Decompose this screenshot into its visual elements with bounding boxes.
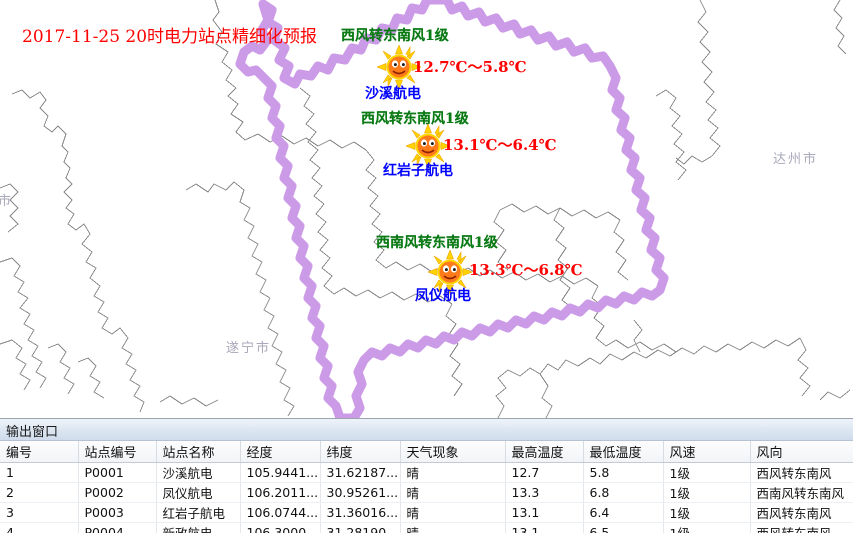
table-row[interactable]: 4 P0004 新政航电 106.3000... 31.28190... 晴 1… xyxy=(0,522,853,533)
cell-tmax: 13.1 xyxy=(505,522,584,533)
cell-tmax: 13.3 xyxy=(505,482,584,503)
station-wind-label-shaxi: 西风转东南风1级 xyxy=(341,28,449,44)
cell-index: 1 xyxy=(0,462,79,483)
station-temperature-hongyanzi: 13.1℃～6.4℃ xyxy=(443,136,557,154)
station-name-hongyanzi: 红岩子航电 xyxy=(383,163,453,179)
table-header-row: 编号 站点编号 站点名称 经度 纬度 天气现象 最高温度 最低温度 风速 风向 xyxy=(0,441,853,463)
station-temperature-fengyi: 13.3℃～6.8℃ xyxy=(469,261,583,279)
cell-index: 3 xyxy=(0,502,79,523)
cell-weather: 晴 xyxy=(400,482,506,503)
column-header-weather[interactable]: 天气现象 xyxy=(400,441,506,463)
cell-tmax: 13.1 xyxy=(505,502,584,523)
table-row[interactable]: 1 P0001 沙溪航电 105.9441... 31.62187... 晴 1… xyxy=(0,462,853,483)
cell-latitude: 31.28190... xyxy=(320,522,401,533)
forecast-table: 编号 站点编号 站点名称 经度 纬度 天气现象 最高温度 最低温度 风速 风向 xyxy=(0,441,853,533)
cell-station-name: 新政航电 xyxy=(156,522,241,533)
cell-longitude: 106.2011... xyxy=(240,482,321,503)
page-title: 2017-11-25 20时电力站点精细化预报 xyxy=(22,27,318,47)
cell-station-name: 凤仪航电 xyxy=(156,482,241,503)
station-name-shaxi: 沙溪航电 xyxy=(365,86,421,102)
cell-station-name: 红岩子航电 xyxy=(156,502,241,523)
output-window-panel: 输出窗口 编号 站点编号 站点名称 经度 纬度 天气现象 xyxy=(0,418,853,533)
cell-windspeed: 1级 xyxy=(663,522,751,533)
cell-longitude: 106.0744... xyxy=(240,502,321,523)
county-boundary-lines xyxy=(0,0,851,418)
column-header-latitude[interactable]: 纬度 xyxy=(320,441,401,463)
sun-icon xyxy=(377,45,421,89)
column-header-index[interactable]: 编号 xyxy=(0,441,79,463)
city-label-dazhou: 达州市 xyxy=(773,152,819,167)
purple-region-outline xyxy=(235,0,669,418)
table-row[interactable]: 3 P0003 红岩子航电 106.0744... 31.36016... 晴 … xyxy=(0,502,853,523)
sun-icon xyxy=(428,250,472,294)
cell-tmin: 5.8 xyxy=(583,462,664,483)
column-header-winddir[interactable]: 风向 xyxy=(750,441,853,463)
cell-tmax: 12.7 xyxy=(505,462,584,483)
cell-tmin: 6.4 xyxy=(583,502,664,523)
cell-winddir: 西风转东南风 xyxy=(750,462,853,483)
column-header-windspeed[interactable]: 风速 xyxy=(663,441,751,463)
map-canvas[interactable]: 2017-11-25 20时电力站点精细化预报 达州市 遂宁市 市 西风转东南风… xyxy=(0,0,853,418)
cell-station-id: P0003 xyxy=(78,502,157,523)
cell-tmin: 6.5 xyxy=(583,522,664,533)
cell-station-id: P0002 xyxy=(78,482,157,503)
cell-windspeed: 1级 xyxy=(663,502,751,523)
column-header-longitude[interactable]: 经度 xyxy=(240,441,321,463)
station-wind-label-fengyi: 西南风转东南风1级 xyxy=(376,235,498,251)
cell-index: 4 xyxy=(0,522,79,533)
cell-index: 2 xyxy=(0,482,79,503)
output-window-titlebar[interactable]: 输出窗口 xyxy=(0,419,853,441)
city-label-suining: 遂宁市 xyxy=(226,341,272,356)
cell-latitude: 30.95261... xyxy=(320,482,401,503)
station-wind-label-hongyanzi: 西风转东南风1级 xyxy=(361,111,469,127)
cell-station-name: 沙溪航电 xyxy=(156,462,241,483)
station-temperature-shaxi: 12.7℃～5.8℃ xyxy=(413,58,527,76)
cell-tmin: 6.8 xyxy=(583,482,664,503)
cell-weather: 晴 xyxy=(400,522,506,533)
column-header-station-id[interactable]: 站点编号 xyxy=(78,441,157,463)
cell-station-id: P0004 xyxy=(78,522,157,533)
column-header-tmin[interactable]: 最低温度 xyxy=(583,441,664,463)
cell-winddir: 西风转东南风 xyxy=(750,522,853,533)
city-label-partial-left: 市 xyxy=(0,194,14,209)
table-body: 1 P0001 沙溪航电 105.9441... 31.62187... 晴 1… xyxy=(0,462,853,533)
cell-windspeed: 1级 xyxy=(663,462,751,483)
cell-winddir: 西风转东南风 xyxy=(750,502,853,523)
table-row[interactable]: 2 P0002 凤仪航电 106.2011... 30.95261... 晴 1… xyxy=(0,482,853,503)
cell-latitude: 31.62187... xyxy=(320,462,401,483)
cell-longitude: 105.9441... xyxy=(240,462,321,483)
cell-weather: 晴 xyxy=(400,462,506,483)
column-header-tmax[interactable]: 最高温度 xyxy=(505,441,584,463)
output-grid-scroll-area[interactable]: 编号 站点编号 站点名称 经度 纬度 天气现象 最高温度 最低温度 风速 风向 xyxy=(0,441,853,533)
map-vector-layer xyxy=(0,0,851,418)
cell-longitude: 106.3000... xyxy=(240,522,321,533)
cell-windspeed: 1级 xyxy=(663,482,751,503)
output-window-title: 输出窗口 xyxy=(6,425,59,440)
cell-weather: 晴 xyxy=(400,502,506,523)
sun-icon xyxy=(406,124,450,168)
cell-winddir: 西南风转东南风 xyxy=(750,482,853,503)
cell-station-id: P0001 xyxy=(78,462,157,483)
cell-latitude: 31.36016... xyxy=(320,502,401,523)
column-header-station-name[interactable]: 站点名称 xyxy=(156,441,241,463)
station-name-fengyi: 凤仪航电 xyxy=(415,288,471,304)
